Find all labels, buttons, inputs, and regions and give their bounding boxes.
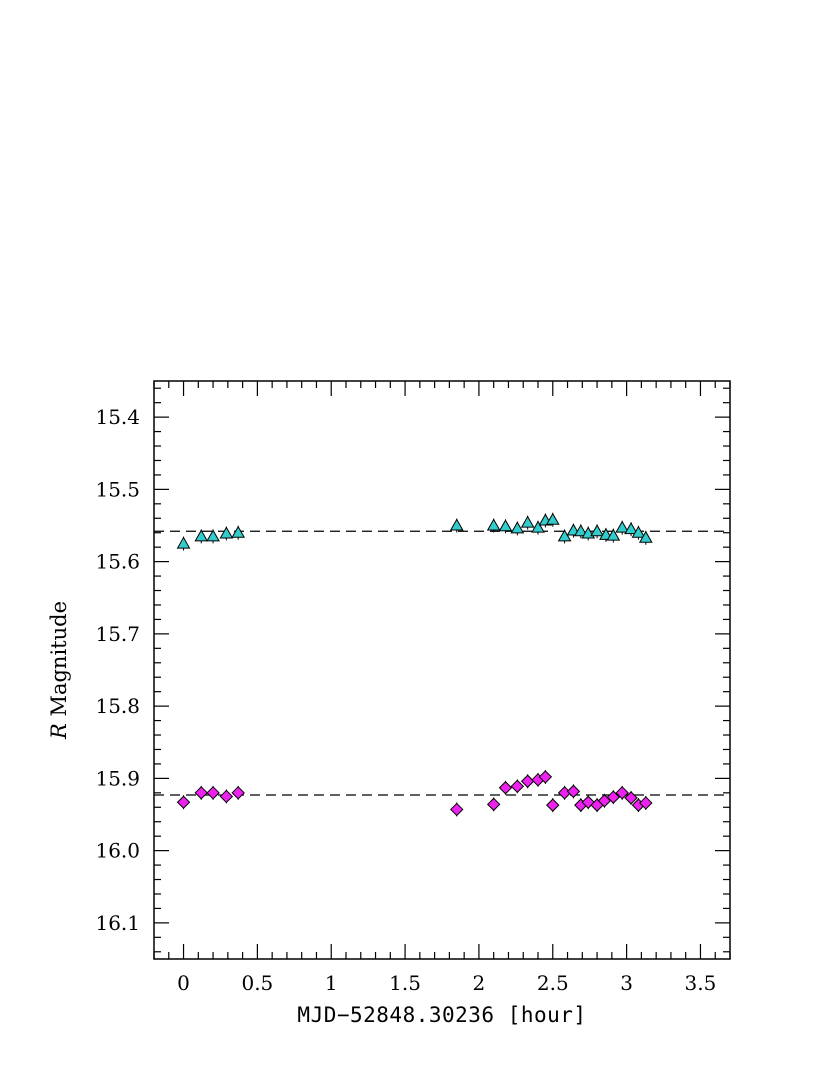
data-point-diamond xyxy=(615,786,629,800)
plot-frame xyxy=(153,380,731,960)
data-point-triangle xyxy=(486,518,501,531)
data-point-diamond xyxy=(624,791,638,805)
data-point-triangle xyxy=(498,519,513,532)
data-points xyxy=(176,512,653,817)
data-point-diamond xyxy=(498,781,513,795)
x-tick-label: 3 xyxy=(620,971,633,995)
x-tick-label: 0 xyxy=(177,971,190,995)
data-point-diamond xyxy=(606,790,621,804)
data-point-triangle xyxy=(615,520,630,533)
data-point-triangle xyxy=(590,524,604,537)
y-tick-labels: 15.4 15.5 15.6 15.7 15.8 15.9 16.0 16.1 xyxy=(95,405,140,935)
data-point-triangle xyxy=(531,520,545,533)
y-tick-label: 15.6 xyxy=(95,550,140,574)
data-point-diamond xyxy=(486,797,501,812)
data-point-diamond xyxy=(566,784,581,799)
data-point-diamond xyxy=(206,786,220,800)
y-tick-label: 16.0 xyxy=(95,839,140,863)
data-point-triangle xyxy=(194,529,209,542)
y-axis-label-text: Magnitude xyxy=(47,601,71,723)
data-point-diamond xyxy=(219,789,234,804)
data-point-diamond xyxy=(231,786,245,800)
x-tick-label: 3.5 xyxy=(685,971,717,995)
data-point-diamond xyxy=(450,802,464,817)
data-point-triangle xyxy=(231,525,246,538)
data-point-triangle xyxy=(624,522,638,535)
x-tick-label: 2.5 xyxy=(537,971,569,995)
x-tick-label: 0.5 xyxy=(241,971,273,995)
data-point-triangle xyxy=(219,526,234,539)
data-point-triangle xyxy=(176,536,191,549)
axis-ticks xyxy=(153,381,731,959)
y-tick-label: 15.7 xyxy=(95,622,140,646)
data-point-triangle xyxy=(557,529,572,542)
data-point-triangle xyxy=(206,529,220,542)
data-point-diamond xyxy=(194,786,208,800)
y-axis-label: R Magnitude xyxy=(47,601,71,740)
data-point-triangle xyxy=(606,528,621,541)
x-tick-label: 1.5 xyxy=(389,971,421,995)
y-tick-label: 15.9 xyxy=(95,766,140,790)
data-point-triangle xyxy=(545,512,560,525)
data-point-diamond xyxy=(538,770,553,784)
y-tick-label: 15.4 xyxy=(95,405,140,429)
data-point-diamond xyxy=(176,795,191,809)
x-tick-labels: 0 0.5 1 1.5 2 2.5 3 3.5 xyxy=(177,971,716,995)
data-point-triangle xyxy=(631,525,646,538)
data-point-triangle xyxy=(520,515,535,528)
y-axis-label-symbol: R xyxy=(47,723,71,740)
data-point-diamond xyxy=(520,774,535,788)
data-point-diamond xyxy=(546,798,560,812)
data-point-diamond xyxy=(510,779,525,794)
reference-lines xyxy=(154,530,730,796)
data-point-diamond xyxy=(639,796,653,810)
y-tick-label: 15.8 xyxy=(95,694,140,718)
x-tick-label: 2 xyxy=(473,971,486,995)
x-axis-label: MJD−52848.30236 [hour] xyxy=(297,1003,586,1027)
data-point-triangle xyxy=(638,530,653,543)
data-point-triangle xyxy=(449,518,464,531)
x-tick-label: 1 xyxy=(325,971,338,995)
data-point-triangle xyxy=(510,521,525,534)
y-tick-label: 15.5 xyxy=(95,477,140,501)
y-tick-label: 16.1 xyxy=(95,911,140,935)
data-point-triangle xyxy=(573,524,588,537)
